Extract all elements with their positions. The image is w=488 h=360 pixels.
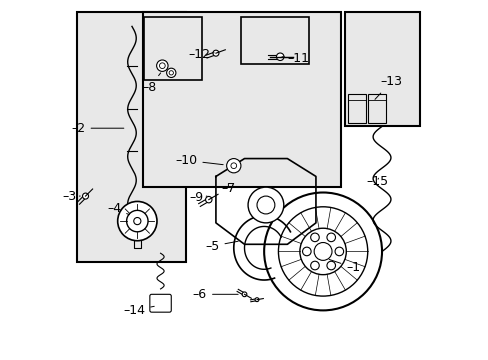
Circle shape (326, 261, 335, 270)
Text: –15: –15 (365, 175, 387, 188)
Circle shape (255, 298, 259, 302)
Circle shape (230, 163, 236, 168)
Text: –4: –4 (107, 202, 129, 215)
Circle shape (82, 193, 88, 199)
Circle shape (326, 233, 335, 242)
Text: –1: –1 (328, 260, 360, 274)
Circle shape (264, 193, 381, 310)
Bar (77, 12, 185, 262)
Circle shape (156, 60, 168, 71)
Circle shape (134, 217, 141, 225)
Circle shape (126, 210, 148, 232)
Circle shape (242, 292, 246, 297)
Text: –10: –10 (175, 154, 223, 167)
Text: –9: –9 (189, 192, 206, 204)
Bar (241, 18, 308, 64)
Circle shape (118, 202, 157, 241)
Text: –6: –6 (192, 288, 238, 301)
Circle shape (299, 228, 346, 275)
Circle shape (310, 261, 319, 270)
Text: –7: –7 (221, 183, 235, 195)
Circle shape (310, 233, 319, 242)
Text: –3: –3 (62, 190, 80, 203)
Circle shape (334, 247, 343, 256)
Circle shape (169, 71, 173, 75)
Bar (144, 18, 201, 80)
Text: –5: –5 (205, 240, 238, 253)
Text: –2: –2 (71, 122, 123, 135)
Circle shape (302, 247, 310, 256)
Circle shape (278, 207, 367, 296)
Text: –11: –11 (282, 52, 309, 65)
Text: –14: –14 (123, 304, 154, 317)
Bar (344, 12, 419, 126)
Circle shape (159, 63, 165, 68)
Text: –13: –13 (374, 75, 402, 99)
Bar (142, 12, 340, 187)
Circle shape (212, 50, 219, 56)
Circle shape (247, 187, 283, 223)
Circle shape (226, 158, 241, 173)
Circle shape (257, 196, 274, 214)
Circle shape (313, 243, 331, 260)
Text: –8: –8 (142, 73, 161, 94)
Circle shape (276, 53, 284, 60)
Circle shape (205, 197, 212, 203)
Text: –12: –12 (188, 48, 214, 61)
Circle shape (166, 68, 176, 77)
FancyBboxPatch shape (149, 294, 171, 312)
